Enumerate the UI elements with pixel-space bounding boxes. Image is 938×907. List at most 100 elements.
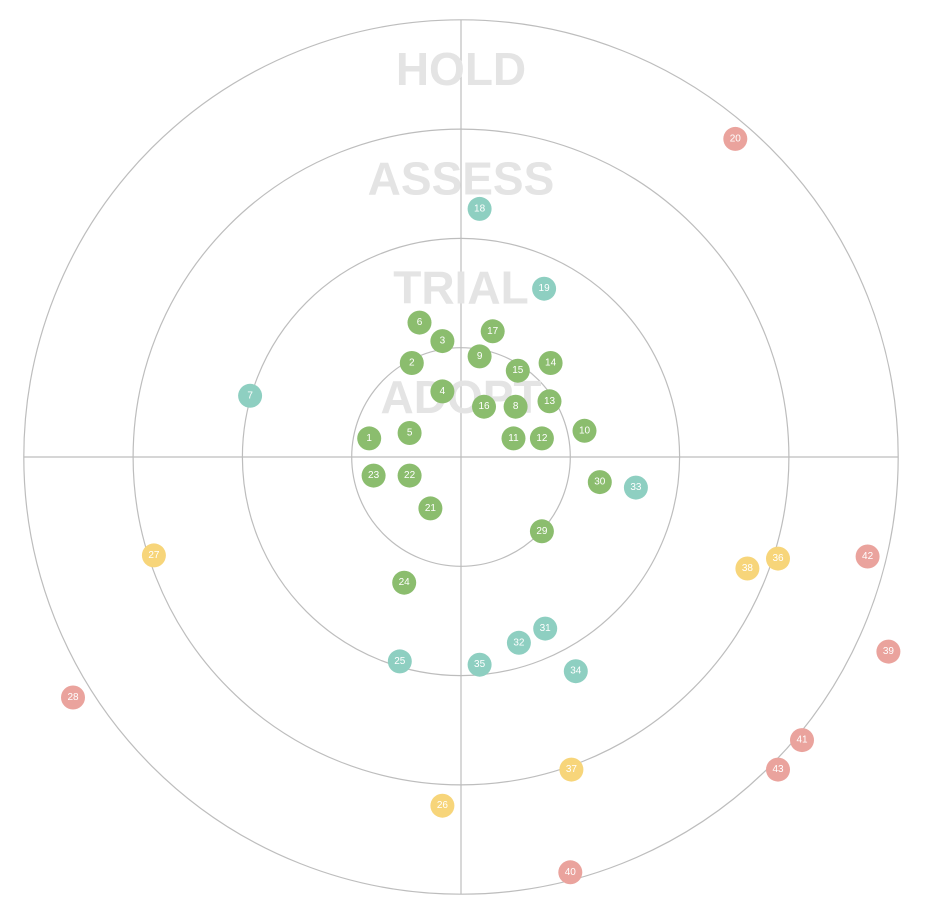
blip-circle[interactable] — [563, 659, 588, 684]
blip-42[interactable]: 42 — [855, 544, 880, 569]
blip-circle[interactable] — [506, 630, 531, 655]
blip-circle[interactable] — [141, 543, 166, 568]
blip-8[interactable]: 8 — [503, 394, 528, 419]
blip-26[interactable]: 26 — [430, 793, 455, 818]
blip-label: 18 — [474, 203, 486, 214]
blip-circle[interactable] — [472, 394, 496, 419]
blip-circle[interactable] — [505, 358, 530, 383]
blip-circle[interactable] — [399, 351, 424, 375]
blip-31[interactable]: 31 — [533, 616, 558, 641]
blip-27[interactable]: 27 — [141, 543, 166, 568]
blip-circle[interactable] — [790, 728, 814, 753]
blip-37[interactable]: 37 — [559, 757, 584, 782]
blip-36[interactable]: 36 — [766, 546, 790, 571]
blip-43[interactable]: 43 — [766, 757, 790, 782]
blip-30[interactable]: 30 — [587, 470, 612, 495]
blip-circle[interactable] — [503, 394, 528, 419]
blip-circle[interactable] — [467, 196, 492, 221]
blip-circle[interactable] — [361, 463, 386, 488]
blip-circle[interactable] — [533, 616, 558, 641]
blip-6[interactable]: 6 — [407, 310, 432, 335]
blip-17[interactable]: 17 — [480, 319, 505, 344]
blip-circle[interactable] — [529, 426, 554, 451]
blip-35[interactable]: 35 — [467, 652, 492, 677]
blip-1[interactable]: 1 — [357, 426, 382, 451]
blip-41[interactable]: 41 — [790, 728, 814, 753]
blip-circle[interactable] — [766, 757, 790, 782]
blip-label: 36 — [772, 553, 784, 564]
blip-14[interactable]: 14 — [538, 351, 563, 375]
blip-29[interactable]: 29 — [529, 519, 554, 544]
blip-label: 12 — [536, 433, 548, 444]
blip-24[interactable]: 24 — [392, 570, 417, 595]
blip-circle[interactable] — [572, 418, 597, 443]
blip-10[interactable]: 10 — [572, 418, 597, 443]
blip-25[interactable]: 25 — [387, 649, 412, 674]
blip-circle[interactable] — [532, 276, 557, 301]
blip-circle[interactable] — [430, 329, 455, 354]
blip-11[interactable]: 11 — [501, 426, 526, 451]
blip-circle[interactable] — [537, 389, 562, 414]
blip-circle[interactable] — [467, 344, 492, 369]
blip-circle[interactable] — [392, 570, 417, 595]
blip-label: 35 — [474, 659, 486, 670]
blip-circle[interactable] — [418, 496, 443, 521]
blip-34[interactable]: 34 — [563, 659, 588, 684]
blip-circle[interactable] — [855, 544, 880, 569]
blip-20[interactable]: 20 — [723, 126, 748, 151]
blip-circle[interactable] — [723, 126, 748, 151]
blip-circle[interactable] — [876, 639, 901, 664]
blip-39[interactable]: 39 — [876, 639, 901, 664]
blip-circle[interactable] — [357, 426, 382, 451]
blip-3[interactable]: 3 — [430, 329, 455, 354]
blip-circle[interactable] — [430, 793, 455, 818]
blip-16[interactable]: 16 — [472, 394, 496, 419]
blip-15[interactable]: 15 — [505, 358, 530, 383]
blip-label: 26 — [437, 800, 449, 811]
blip-label: 27 — [148, 550, 160, 561]
blip-circle[interactable] — [397, 421, 422, 445]
blip-circle[interactable] — [238, 383, 263, 408]
blip-28[interactable]: 28 — [61, 685, 85, 710]
blip-circle[interactable] — [623, 475, 648, 500]
blip-7[interactable]: 7 — [238, 383, 263, 408]
blip-40[interactable]: 40 — [558, 860, 583, 885]
blip-circle[interactable] — [538, 351, 563, 375]
blip-circle[interactable] — [558, 860, 583, 885]
blip-label: 2 — [409, 358, 415, 369]
blip-circle[interactable] — [501, 426, 526, 451]
blip-5[interactable]: 5 — [397, 421, 422, 445]
blip-circle[interactable] — [467, 652, 492, 677]
blip-22[interactable]: 22 — [397, 463, 422, 488]
blip-21[interactable]: 21 — [418, 496, 443, 521]
blip-4[interactable]: 4 — [430, 379, 455, 404]
blip-circle[interactable] — [559, 757, 584, 782]
blip-38[interactable]: 38 — [735, 556, 760, 581]
blip-13[interactable]: 13 — [537, 389, 562, 414]
blip-label: 22 — [404, 470, 416, 481]
blip-circle[interactable] — [735, 556, 760, 581]
blip-2[interactable]: 2 — [399, 351, 424, 375]
blip-circle[interactable] — [387, 649, 412, 674]
blip-12[interactable]: 12 — [529, 426, 554, 451]
blip-circle[interactable] — [480, 319, 505, 344]
blip-circle[interactable] — [587, 470, 612, 495]
blip-label: 15 — [512, 365, 524, 376]
blip-circle[interactable] — [529, 519, 554, 544]
blip-circle[interactable] — [397, 463, 422, 488]
blip-label: 32 — [513, 637, 525, 648]
blip-9[interactable]: 9 — [467, 344, 492, 369]
blip-18[interactable]: 18 — [467, 196, 492, 221]
blip-circle[interactable] — [766, 546, 790, 571]
blip-23[interactable]: 23 — [361, 463, 386, 488]
blip-circle[interactable] — [61, 685, 85, 710]
blip-32[interactable]: 32 — [506, 630, 531, 655]
blip-circle[interactable] — [430, 379, 455, 404]
blip-19[interactable]: 19 — [532, 276, 557, 301]
blip-label: 19 — [539, 283, 551, 294]
blip-label: 29 — [536, 526, 548, 537]
blip-33[interactable]: 33 — [623, 475, 648, 500]
blip-circle[interactable] — [407, 310, 432, 335]
radar-axes — [23, 19, 899, 895]
